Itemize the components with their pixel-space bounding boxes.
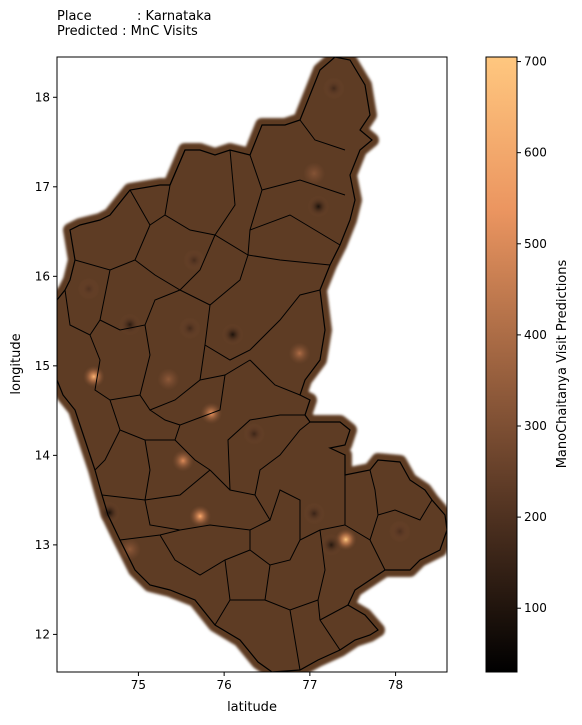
y-tick-label: 16 [35, 269, 50, 283]
hotspot [307, 195, 330, 218]
district-boundaries [64, 119, 433, 671]
hotspot [320, 533, 343, 556]
hotspot [157, 368, 180, 391]
hotspot [172, 449, 194, 472]
y-tick-label: 18 [35, 90, 50, 104]
plot-frame [56, 56, 448, 673]
colorbar-tick-label: 300 [524, 419, 547, 433]
x-tick-label: 76 [217, 678, 232, 692]
hotspot [303, 162, 326, 185]
colorbar-tick-label: 100 [524, 601, 547, 615]
x-tick-label: 78 [388, 678, 403, 692]
x-tick-label: 75 [131, 678, 146, 692]
colorbar-tick-label: 500 [524, 237, 547, 251]
colorbar-tick-label: 200 [524, 510, 547, 524]
y-tick-label: 13 [35, 538, 50, 552]
hotspot [189, 505, 212, 528]
hotspot [221, 323, 244, 346]
predicted-label: Predicted : MnC Visits [57, 24, 198, 39]
y-tick-label: 14 [35, 448, 50, 462]
hotspot [388, 520, 411, 543]
colorbar-label: ManoChaitanya Visit Predictions [555, 260, 570, 469]
hotspot [77, 277, 100, 300]
chart-header: Place : Karnataka Predicted : MnC Visits [57, 9, 211, 39]
hotspot [303, 502, 326, 525]
y-axis-label: longitude [9, 333, 24, 394]
y-axis-ticks: 12 13 14 15 16 17 18 [35, 90, 57, 641]
colorbar-tick-label: 600 [524, 146, 547, 160]
hotspot [98, 501, 121, 524]
colorbar-ticks: 100 200 300 400 500 600 700 [517, 55, 547, 615]
state-outline [57, 57, 447, 672]
y-tick-label: 12 [35, 627, 50, 641]
hotspot [288, 342, 311, 365]
hotspot [118, 538, 141, 561]
x-axis-ticks: 75 76 77 78 [131, 672, 403, 692]
state-fill [57, 57, 447, 672]
hotspot [118, 313, 141, 336]
hotspot [243, 422, 266, 445]
colorbar-tick-label: 700 [524, 55, 547, 69]
y-tick-label: 17 [35, 180, 50, 194]
hotspot [82, 365, 105, 388]
x-axis-label: latitude [227, 700, 277, 715]
y-tick-label: 15 [35, 359, 50, 373]
place-label: Place : Karnataka [57, 9, 212, 24]
colorbar [485, 56, 518, 673]
hotspot [178, 317, 201, 340]
colorbar-tick-label: 400 [524, 328, 547, 342]
hotspot [183, 249, 206, 272]
hotspot-layer [77, 77, 411, 561]
hotspot [322, 77, 345, 100]
x-tick-label: 77 [302, 678, 317, 692]
